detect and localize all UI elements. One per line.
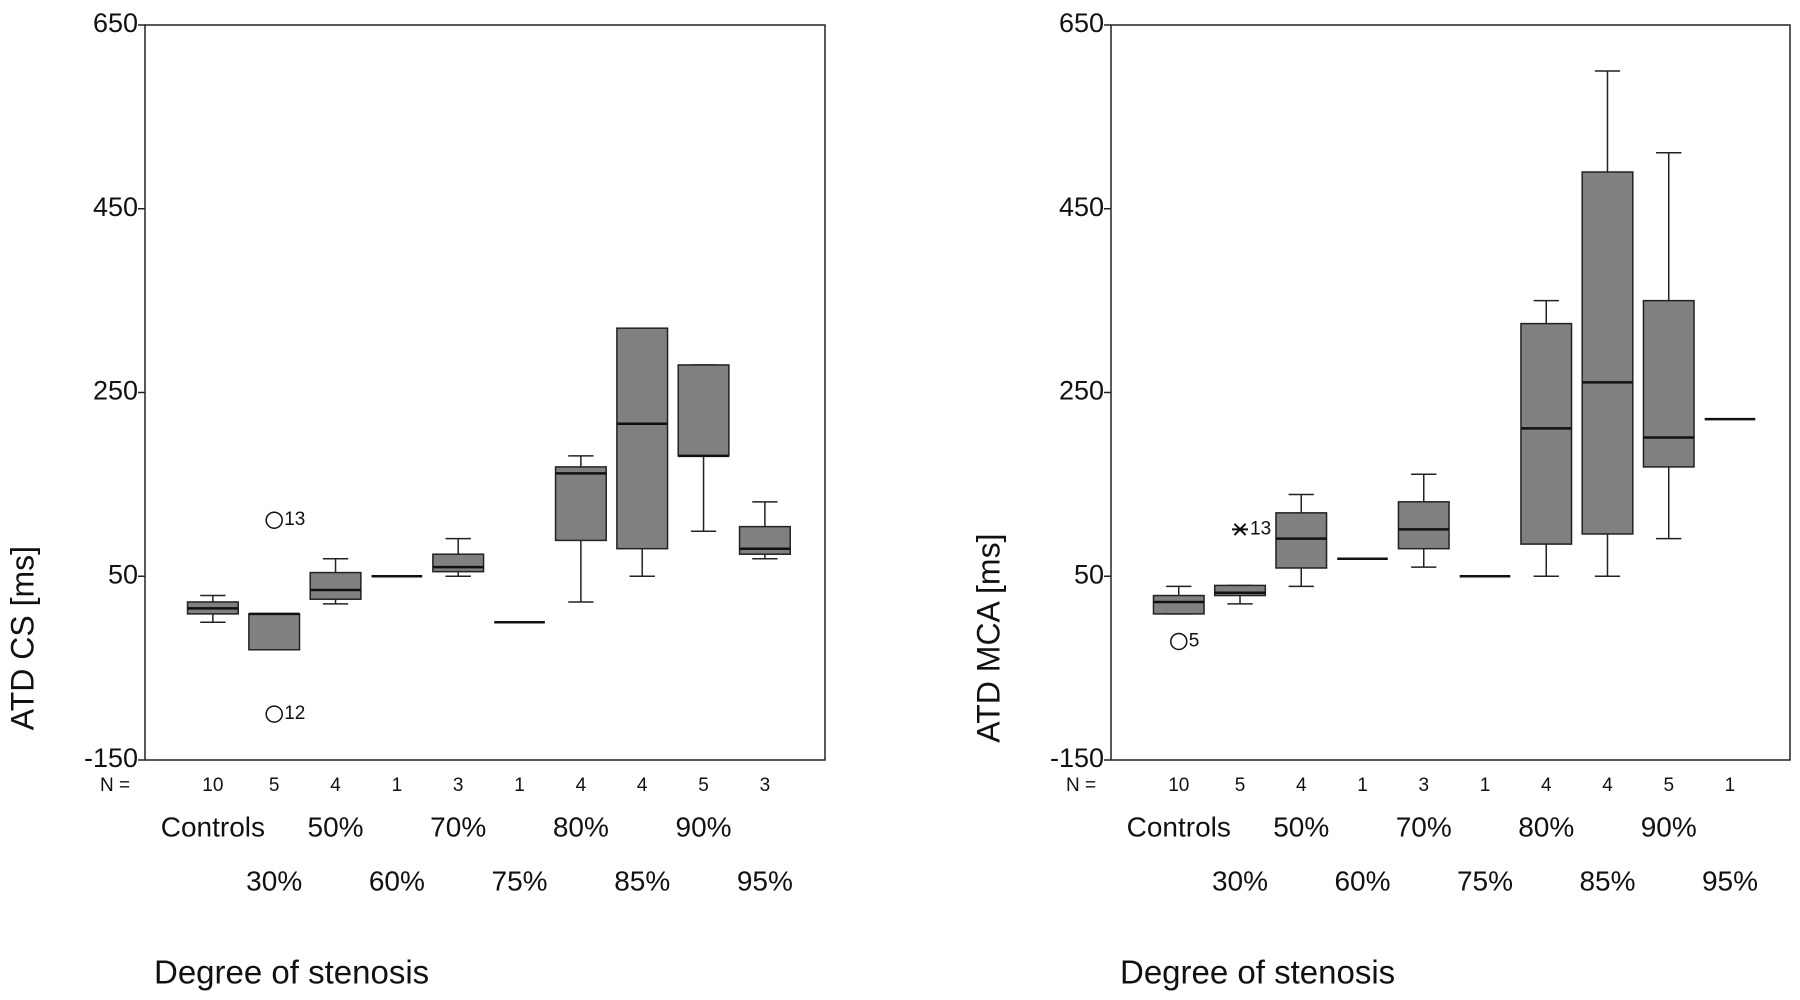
- x-tick-label: 70%: [430, 811, 486, 842]
- x-tick-label: 60%: [369, 865, 425, 896]
- n-count: 1: [1357, 775, 1368, 796]
- box: [1275, 512, 1328, 569]
- box: [1520, 322, 1573, 545]
- n-count: 1: [514, 775, 525, 796]
- outlier-label: 12: [284, 703, 305, 724]
- box: [738, 525, 791, 555]
- n-count: 1: [1725, 775, 1736, 796]
- box: [432, 553, 485, 573]
- box-plot: -150 50 250 450 650 ATD MCA [ms] N = Degree of …: [970, 8, 1791, 991]
- x-tick-label: 95%: [737, 865, 793, 896]
- x-tick-label: 80%: [553, 811, 609, 842]
- outlier: [265, 705, 283, 723]
- outlier: [265, 511, 283, 529]
- x-tick-label: 95%: [1702, 865, 1758, 896]
- x-tick-label: 80%: [1518, 811, 1574, 842]
- n-count: 4: [576, 775, 587, 796]
- box: [616, 327, 669, 550]
- n-count: 3: [760, 775, 771, 796]
- x-tick-label: 50%: [308, 811, 364, 842]
- n-count: 3: [453, 775, 464, 796]
- x-tick-label: 30%: [246, 865, 302, 896]
- box: [1397, 501, 1450, 550]
- box: [309, 571, 362, 600]
- y-tick-label: 450: [93, 192, 138, 222]
- n-count: 5: [1663, 775, 1674, 796]
- n-count: 4: [330, 775, 341, 796]
- box: [554, 466, 607, 542]
- n-count: 4: [1296, 775, 1307, 796]
- x-tick-label: 70%: [1396, 811, 1452, 842]
- n-count: 5: [1235, 775, 1246, 796]
- n-count: 1: [1480, 775, 1491, 796]
- n-count: 10: [1168, 775, 1189, 796]
- n-label: N =: [1066, 775, 1096, 796]
- y-tick-label: 50: [108, 559, 138, 589]
- n-count: 4: [637, 775, 648, 796]
- x-tick-label: Controls: [161, 811, 265, 842]
- x-tick-label: 75%: [1457, 865, 1513, 896]
- y-tick-label: -150: [84, 743, 138, 773]
- box: [677, 364, 730, 457]
- outlier-label: 5: [1189, 630, 1200, 651]
- outlier: [1170, 632, 1188, 651]
- x-axis-label: Degree of stenosis: [1120, 954, 1395, 991]
- x-tick-label: 85%: [614, 865, 670, 896]
- x-tick-label: 90%: [676, 811, 732, 842]
- box: [1213, 584, 1267, 597]
- y-tick-label: 50: [1074, 559, 1104, 589]
- x-tick-label: 50%: [1273, 811, 1329, 842]
- y-tick-label: 650: [93, 8, 138, 38]
- y-tick-label: -150: [1050, 743, 1104, 773]
- x-tick-label: 60%: [1334, 865, 1390, 896]
- n-label: N =: [100, 775, 130, 796]
- box: [1152, 594, 1205, 615]
- box-plot: -150 50 250 450 650 ATD CS [ms] N = Degree of s…: [4, 8, 826, 991]
- outlier-label: 13: [1250, 518, 1271, 539]
- y-tick-label: 250: [93, 376, 138, 406]
- y-tick-label: 250: [1059, 376, 1104, 406]
- x-tick-label: 75%: [492, 865, 548, 896]
- box: [1642, 299, 1695, 468]
- n-count: 10: [202, 775, 223, 796]
- n-count: 4: [1541, 775, 1552, 796]
- box: [1581, 171, 1634, 535]
- y-axis-label: ATD MCA [ms]: [970, 534, 1006, 743]
- outlier: [1232, 523, 1249, 536]
- box: [248, 613, 301, 651]
- y-axis-label: ATD CS [ms]: [4, 546, 40, 730]
- y-tick-label: 450: [1059, 192, 1104, 222]
- y-tick-label: 650: [1059, 8, 1104, 38]
- x-tick-label: 85%: [1579, 865, 1635, 896]
- x-axis-label: Degree of stenosis: [154, 954, 429, 991]
- x-tick-label: 30%: [1212, 865, 1268, 896]
- n-count: 1: [392, 775, 403, 796]
- x-tick-label: Controls: [1127, 811, 1231, 842]
- n-count: 4: [1602, 775, 1613, 796]
- n-count: 3: [1418, 775, 1429, 796]
- n-count: 5: [698, 775, 709, 796]
- n-count: 5: [269, 775, 280, 796]
- outlier-label: 13: [284, 509, 305, 530]
- x-tick-label: 90%: [1641, 811, 1697, 842]
